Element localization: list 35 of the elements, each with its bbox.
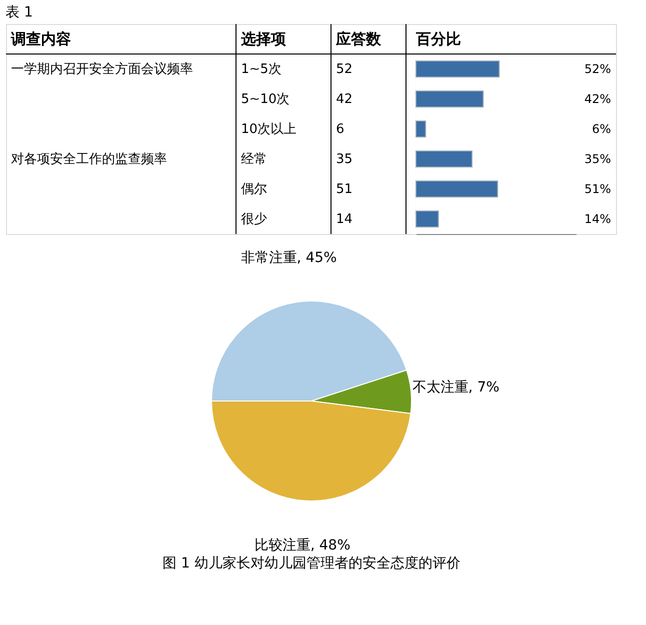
data-label: 42%: [584, 92, 611, 106]
text: 调查内容: [10, 30, 71, 48]
slice-label: 不太注重, 7%: [412, 379, 500, 396]
data-label: 35%: [584, 152, 611, 166]
text: 51: [336, 182, 353, 197]
text: 表 1: [6, 4, 33, 20]
text: 42: [336, 92, 353, 107]
bar: [416, 150, 472, 168]
text: 应答数: [335, 30, 382, 48]
data-label: 14%: [584, 212, 611, 226]
text: 35: [336, 152, 353, 167]
text: 图 1 幼儿家长对幼儿园管理者的安全态度的评价: [162, 556, 460, 572]
data-label: 6%: [592, 122, 611, 136]
x-axis-title: 百分比: [415, 30, 461, 48]
text: 14: [336, 212, 353, 227]
bar: [416, 90, 484, 108]
text: 52: [336, 62, 353, 77]
category-label: 很少: [241, 212, 267, 227]
category-label: 5~10次: [241, 92, 290, 107]
bar: [416, 180, 498, 198]
text: 6: [336, 122, 344, 137]
bar: [416, 120, 426, 138]
category-label: 1~5次: [241, 62, 282, 77]
data-label: 51%: [584, 182, 611, 196]
data-label: 52%: [584, 62, 611, 76]
slice-label: 比较注重, 48%: [254, 538, 350, 554]
bar: [416, 210, 439, 228]
category-label: 10次以上: [241, 122, 297, 137]
y-axis-title: 选择项: [240, 30, 287, 48]
text: 对各项安全工作的监查频率: [11, 151, 167, 167]
bar: [416, 60, 500, 78]
slice-label: 非常注重, 45%: [240, 250, 337, 266]
category-label: 经常: [241, 152, 267, 167]
category-label: 偶尔: [241, 182, 267, 197]
text: 一学期内召开安全方面会议频率: [11, 61, 193, 77]
